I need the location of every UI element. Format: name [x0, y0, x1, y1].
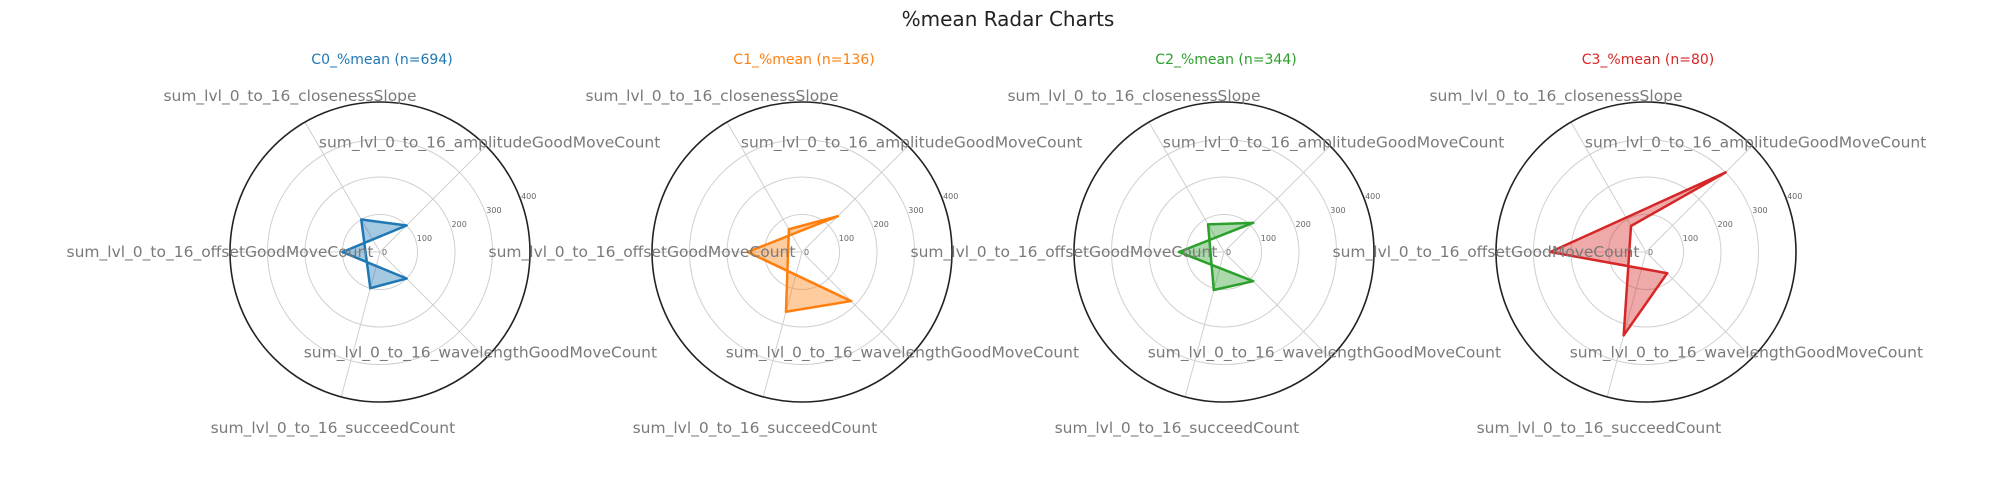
axis-label-0: sum_lvl_0_to_16_closenessSlope	[163, 87, 416, 106]
axis-label-0: sum_lvl_0_to_16_closenessSlope	[585, 87, 838, 106]
axis-label-2: sum_lvl_0_to_16_offsetGoodMoveCount	[911, 243, 1218, 262]
axis-spoke-4	[1184, 251, 1225, 398]
axis-spoke-0	[304, 121, 381, 253]
data-point-1	[1251, 221, 1255, 225]
subplot-title: C0_%mean (n=694)	[311, 52, 452, 68]
r-tick-label: 400	[521, 192, 536, 201]
axis-label-0: sum_lvl_0_to_16_closenessSlope	[1007, 87, 1260, 106]
axis-spoke-3	[1645, 251, 1753, 359]
series-area	[746, 214, 853, 314]
data-point-0	[787, 228, 791, 231]
r-tick-label: 0	[1226, 248, 1231, 257]
axis-label-2: sum_lvl_0_to_16_offsetGoodMoveCount	[489, 243, 796, 262]
axis-spoke-1	[379, 145, 487, 253]
polar-frame	[229, 101, 531, 403]
axis-label-3: sum_lvl_0_to_16_wavelengthGoodMoveCount	[1148, 343, 1501, 362]
data-point-1	[836, 215, 839, 218]
data-point-2	[746, 250, 749, 254]
axis-spoke-1	[1223, 145, 1331, 253]
r-tick-label: 100	[1683, 234, 1698, 243]
radar-chart-3: 0 100 200 300 400 sum_lvl_0_to_16_closenessSl…	[1333, 52, 1927, 438]
axis-spoke-3	[801, 251, 909, 359]
radar-chart-2: 0 100 200 300 400 sum_lvl_0_to_16_closenessSl…	[911, 52, 1505, 438]
data-point-0	[1206, 223, 1210, 226]
axis-label-4: sum_lvl_0_to_16_succeedCount	[1477, 419, 1722, 438]
data-point-3	[1251, 279, 1255, 283]
radar-charts-group: 0 100 200 300 400 sum_lvl_0_to_16_closenessSl…	[67, 52, 1927, 438]
axis-label-4: sum_lvl_0_to_16_succeedCount	[633, 419, 878, 438]
r-tick-label: 0	[1648, 248, 1653, 257]
data-point-3	[849, 299, 853, 303]
figure-title: %mean Radar Charts	[902, 7, 1115, 31]
axis-label-4: sum_lvl_0_to_16_succeedCount	[211, 419, 456, 438]
r-tick-label: 400	[1787, 192, 1802, 201]
r-tick-label: 100	[839, 234, 854, 243]
axis-label-4: sum_lvl_0_to_16_succeedCount	[1055, 419, 1300, 438]
data-point-1	[1724, 171, 1727, 174]
subplot-title: C2_%mean (n=344)	[1155, 52, 1296, 68]
r-tick-label: 100	[1261, 234, 1276, 243]
data-point-4	[1622, 334, 1625, 337]
subplot-title: C3_%mean (n=80)	[1582, 52, 1714, 68]
polar-frame	[1073, 101, 1375, 403]
data-point-2	[1177, 250, 1181, 254]
radar-chart-1: 0 100 200 300 400 sum_lvl_0_to_16_closenessSl…	[489, 52, 1083, 438]
axis-label-1: sum_lvl_0_to_16_amplitudeGoodMoveCount	[1163, 133, 1504, 152]
data-point-0	[360, 218, 363, 221]
axis-spoke-4	[1606, 251, 1647, 398]
axis-spoke-0	[1148, 121, 1225, 253]
axis-label-3: sum_lvl_0_to_16_wavelengthGoodMoveCount	[1570, 343, 1923, 362]
axis-spoke-1	[1645, 145, 1753, 253]
data-point-3	[1666, 272, 1669, 275]
axis-spoke-3	[379, 251, 487, 359]
axis-label-2: sum_lvl_0_to_16_offsetGoodMoveCount	[67, 243, 374, 262]
subplot-title: C1_%mean (n=136)	[733, 52, 874, 68]
r-tick-label: 300	[908, 206, 923, 215]
axis-spoke-1	[801, 145, 909, 253]
axis-spoke-3	[1223, 251, 1331, 359]
r-tick-label: 400	[1365, 192, 1380, 201]
series-area	[341, 218, 408, 290]
radar-chart-0: 0 100 200 300 400 sum_lvl_0_to_16_closenessSl…	[67, 52, 661, 438]
axis-label-0: sum_lvl_0_to_16_closenessSlope	[1429, 87, 1682, 106]
polar-frame	[651, 101, 953, 403]
r-tick-label: 400	[943, 192, 958, 201]
axis-label-3: sum_lvl_0_to_16_wavelengthGoodMoveCount	[304, 343, 657, 362]
r-tick-label: 300	[486, 206, 501, 215]
axis-label-1: sum_lvl_0_to_16_amplitudeGoodMoveCount	[741, 133, 1082, 152]
axis-label-2: sum_lvl_0_to_16_offsetGoodMoveCount	[1333, 243, 1640, 262]
axis-label-1: sum_lvl_0_to_16_amplitudeGoodMoveCount	[319, 133, 660, 152]
axis-spoke-4	[762, 251, 803, 398]
series-area	[1549, 171, 1727, 337]
axis-label-1: sum_lvl_0_to_16_amplitudeGoodMoveCount	[1585, 133, 1926, 152]
data-point-4	[369, 287, 372, 290]
axis-spoke-4	[340, 251, 381, 398]
r-tick-label: 200	[1296, 220, 1311, 229]
r-tick-label: 200	[874, 220, 889, 229]
data-point-3	[405, 277, 408, 280]
r-tick-label: 200	[452, 220, 467, 229]
r-tick-label: 200	[1718, 220, 1733, 229]
data-point-2	[341, 250, 344, 254]
r-tick-label: 300	[1752, 206, 1767, 215]
polar-frame	[1495, 101, 1797, 403]
data-point-1	[405, 224, 408, 227]
data-point-0	[1629, 224, 1633, 228]
r-tick-label: 0	[382, 248, 387, 257]
r-tick-label: 0	[804, 248, 809, 257]
r-tick-label: 100	[417, 234, 432, 243]
data-point-4	[784, 310, 788, 313]
axis-spoke-0	[1570, 121, 1647, 253]
axis-label-3: sum_lvl_0_to_16_wavelengthGoodMoveCount	[726, 343, 1079, 362]
data-point-4	[1212, 288, 1216, 292]
data-point-2	[1549, 250, 1552, 254]
r-tick-label: 300	[1330, 206, 1345, 215]
series-area	[1177, 221, 1255, 292]
